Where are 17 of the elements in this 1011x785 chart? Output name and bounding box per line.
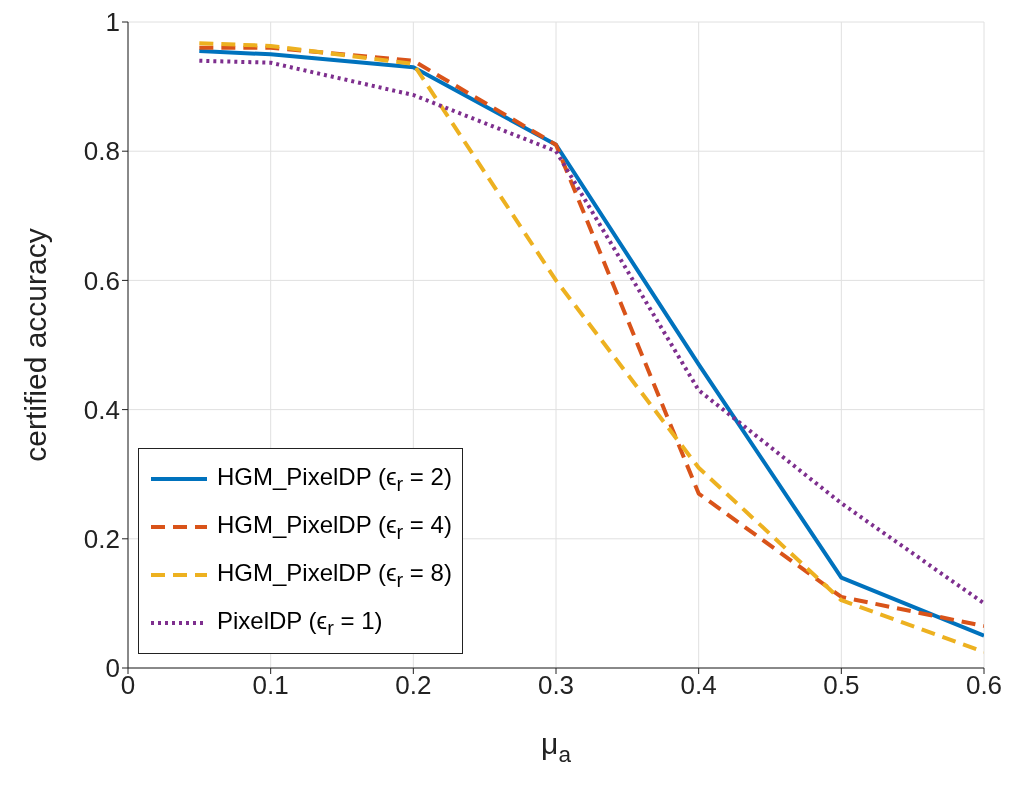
x-tick-label: 0.4	[680, 670, 717, 701]
y-axis-title: certified accuracy	[19, 228, 52, 462]
x-tick-label: 0.6	[965, 670, 1003, 701]
x-tick-label: 0.1	[252, 670, 289, 701]
y-tick-label: 0.2	[83, 524, 120, 555]
legend-label: HGM_PixelDP (ϵ$_{r}$ = 4)	[217, 510, 452, 544]
y-tick-label: 0.8	[83, 136, 120, 167]
y-tick-label: 1	[105, 7, 120, 38]
x-tick-label: 0.5	[823, 670, 860, 701]
y-tick-label: 0.4	[83, 394, 120, 425]
legend-label: PixelDP (ϵ$_{r}$ = 1)	[217, 606, 383, 640]
x-tick-label: 0.2	[395, 670, 432, 701]
x-tick-label: 0.3	[537, 670, 575, 701]
legend-label: HGM_PixelDP (ϵ$_{r}$ = 2)	[217, 462, 452, 496]
y-tick-label: 0.6	[83, 265, 120, 296]
legend-label: HGM_PixelDP (ϵ$_{r}$ = 8)	[217, 558, 452, 592]
x-axis-title: μ$_{a}$	[541, 727, 572, 768]
